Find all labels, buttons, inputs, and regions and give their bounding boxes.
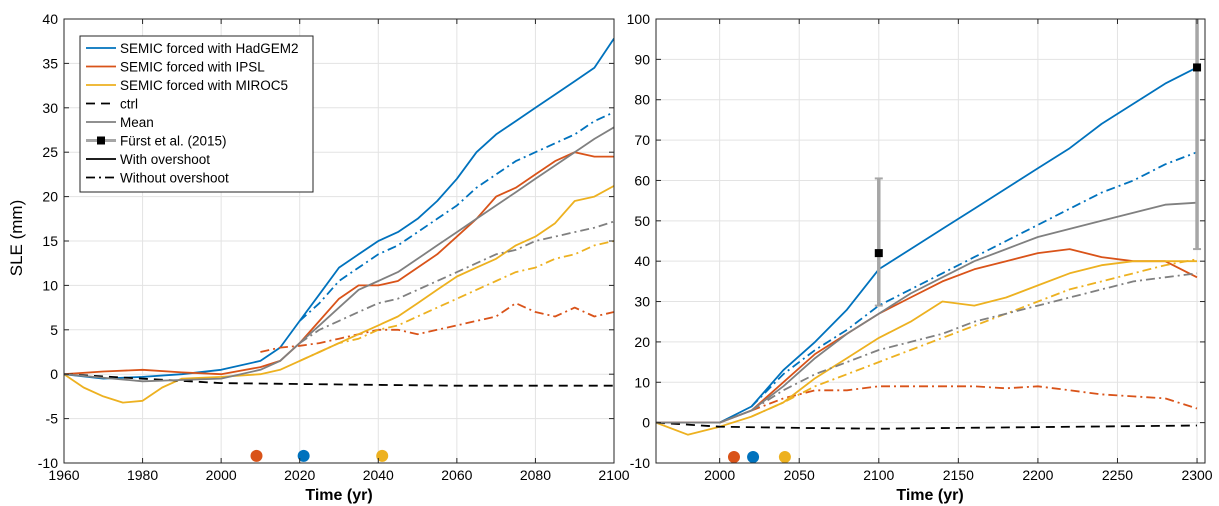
y-tick-label: 20 xyxy=(634,334,650,350)
x-tick-label: 2060 xyxy=(441,467,472,483)
overshoot-marker xyxy=(297,449,310,462)
mean-with-series-line xyxy=(64,126,614,383)
x-tick-label: 2000 xyxy=(704,467,735,483)
plot-area xyxy=(63,18,615,464)
legend-label: Without overshoot xyxy=(120,171,229,186)
y-tick-label: 90 xyxy=(634,51,650,67)
furst-point xyxy=(874,249,883,258)
legend-label: SEMIC forced with MIROC5 xyxy=(120,78,288,93)
x-tick-label: 2300 xyxy=(1181,467,1212,483)
ctrl-ctrl-series-line xyxy=(656,421,1198,430)
miroc5-with-series-line xyxy=(64,185,614,404)
y-tick-label: -10 xyxy=(630,455,650,471)
ipsl-without-series-line xyxy=(260,302,614,353)
x-tick-label: 2150 xyxy=(943,467,974,483)
y-tick-label: 80 xyxy=(634,92,650,108)
y-tick-label: 5 xyxy=(50,322,58,338)
x-axis-label: Time (yr) xyxy=(305,487,372,504)
right-panel: Time (yr) 2000 2050 2100 2150 2200 2250 2300-1… xyxy=(627,11,1213,504)
y-tick-label: 50 xyxy=(634,213,650,229)
left-panel: SLE (mm) Time (yr) 1960 1980 2000 2020 2040 2… xyxy=(7,11,630,504)
legend-box xyxy=(79,35,314,193)
y-tick-label: 30 xyxy=(634,294,650,310)
overshoot-marker xyxy=(250,449,263,462)
y-tick-label: 10 xyxy=(634,374,650,390)
y-tick-label: 10 xyxy=(42,277,58,293)
ctrl-ctrl-series-line xyxy=(64,373,614,387)
y-tick-label: 40 xyxy=(634,253,650,269)
y-tick-label: -5 xyxy=(46,411,59,427)
x-tick-label: 2040 xyxy=(363,467,394,483)
legend-label: Mean xyxy=(120,115,154,130)
y-axis-label: SLE (mm) xyxy=(7,200,26,277)
hadgem2-with-series-line xyxy=(64,37,614,380)
y-tick-label: 25 xyxy=(42,144,58,160)
overshoot-marker xyxy=(778,450,791,463)
x-axis-label: Time (yr) xyxy=(896,487,963,504)
y-tick-label: 30 xyxy=(42,100,58,116)
hadgem2-without-series-line xyxy=(299,111,614,322)
x-tick-label: 2080 xyxy=(520,467,551,483)
ipsl-with-series-line xyxy=(64,151,614,376)
legend: SEMIC forced with HadGEM2 SEMIC forced wi… xyxy=(79,35,314,193)
y-tick-label: 15 xyxy=(42,233,58,249)
axes-frame xyxy=(655,18,1206,464)
y-tick-label: 0 xyxy=(642,415,650,431)
y-tick-label: 35 xyxy=(42,55,58,71)
x-tick-label: 2100 xyxy=(598,467,629,483)
x-tick-label: 1960 xyxy=(48,467,79,483)
legend-swatch-marker xyxy=(97,136,105,145)
y-tick-label: 100 xyxy=(627,11,651,27)
x-tick-label: 2100 xyxy=(863,467,894,483)
series-group xyxy=(656,66,1198,436)
overshoot-marker xyxy=(747,450,760,463)
y-tick-label: 60 xyxy=(634,172,650,188)
miroc5-with-series-line xyxy=(656,260,1197,436)
mean-without-series-line xyxy=(299,220,614,344)
overshoot-marker xyxy=(376,449,389,462)
mean-with-series-line xyxy=(656,201,1198,424)
x-tick-label: 2000 xyxy=(206,467,237,483)
y-tick-label: 40 xyxy=(42,11,58,27)
legend-label: With overshoot xyxy=(120,152,210,167)
hadgem2-with-series-line xyxy=(656,66,1198,424)
x-tick-label: 2020 xyxy=(284,467,315,483)
y-tick-label: 70 xyxy=(634,132,650,148)
x-tick-label: 1980 xyxy=(127,467,158,483)
ipsl-without-series-line xyxy=(751,385,1198,412)
mean-without-series-line xyxy=(751,272,1198,412)
series-group xyxy=(64,37,614,404)
furst-point xyxy=(1193,63,1202,72)
y-tick-label: 0 xyxy=(50,366,58,382)
legend-label: ctrl xyxy=(120,97,138,112)
legend-label: Fürst et al. (2015) xyxy=(120,134,227,149)
legend-label: SEMIC forced with HadGEM2 xyxy=(120,41,299,56)
x-tick-label: 2250 xyxy=(1102,467,1133,483)
y-tick-label: -10 xyxy=(38,455,58,471)
overshoot-marker xyxy=(727,450,740,463)
hadgem2-without-series-line xyxy=(750,151,1198,408)
y-tick-label: 20 xyxy=(42,189,58,205)
x-tick-label: 2050 xyxy=(784,467,815,483)
miroc5-without-series-line xyxy=(751,258,1198,418)
x-tick-label: 2200 xyxy=(1022,467,1053,483)
ipsl-with-series-line xyxy=(656,248,1198,424)
legend-label: SEMIC forced with IPSL xyxy=(120,60,265,75)
